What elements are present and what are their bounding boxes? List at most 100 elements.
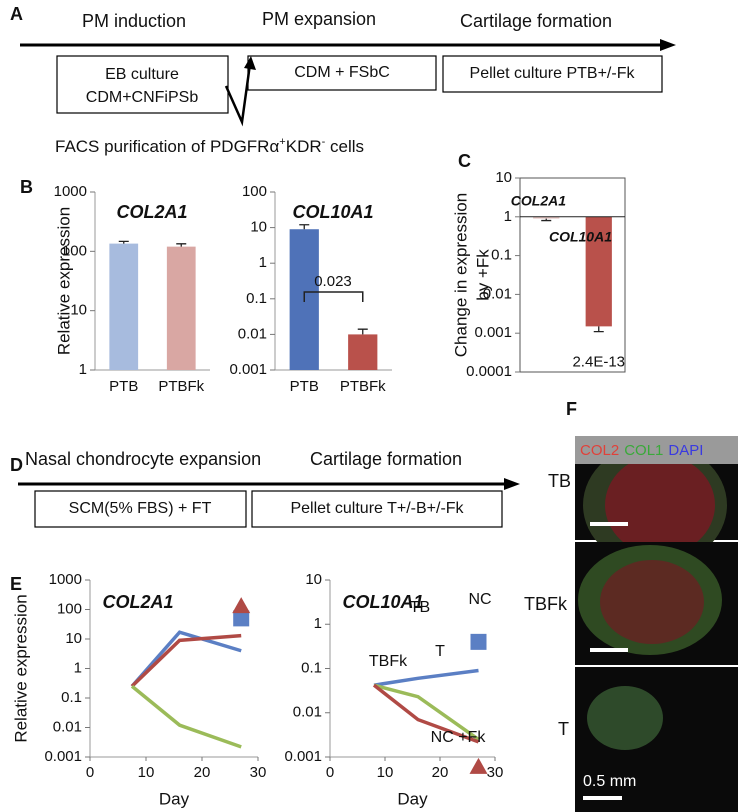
step-text: Pellet culture PTB+/-Fk	[470, 65, 636, 82]
chart-title: COL2A1	[102, 592, 173, 612]
y-tick-label: 0.01	[53, 718, 82, 735]
marker	[470, 633, 487, 650]
panel-label: F	[566, 399, 577, 419]
y-tick-label: 1	[504, 208, 512, 225]
y-tick-label: 100	[57, 600, 82, 617]
y-tick-label: 0.0001	[466, 363, 512, 380]
x-tick-label: PTBFk	[158, 378, 204, 395]
bar	[533, 216, 560, 219]
marker	[469, 757, 488, 774]
marker	[233, 610, 250, 627]
x-tick-label: 30	[487, 764, 504, 781]
y-tick-label: 100	[242, 183, 267, 200]
y-tick-label: 10	[305, 571, 322, 588]
y-axis-label: Relative expression	[54, 207, 73, 355]
y-tick-label: 0.001	[44, 748, 82, 765]
bar	[348, 334, 378, 370]
y-tick-label: 0.1	[246, 290, 267, 307]
bar	[585, 216, 612, 327]
series-line	[373, 668, 479, 687]
facs-note: FACS purification of PDGFRα+KDR- cells	[55, 136, 364, 157]
error-bar	[118, 240, 129, 244]
category-label: COL2A1	[511, 193, 566, 209]
y-tick-label: 0.001	[284, 748, 322, 765]
series-label: TB	[410, 599, 430, 616]
series-line	[130, 630, 242, 688]
plot-frame	[519, 177, 626, 373]
step-box	[442, 55, 663, 93]
panel-label: A	[10, 4, 23, 24]
x-tick-label: 10	[377, 764, 394, 781]
y-tick-label: 10	[65, 630, 82, 647]
note-part: -	[322, 136, 326, 148]
series-label: NC	[468, 591, 491, 608]
chart-title: COL10A1	[342, 592, 423, 612]
stage: PM expansion	[262, 9, 376, 29]
step-box	[34, 490, 247, 528]
channel-name: COL1	[624, 442, 663, 459]
x-tick-label: PTB	[109, 378, 138, 395]
x-tick-label: 0	[326, 764, 334, 781]
x-tick-label: 30	[250, 764, 267, 781]
note-part: +	[279, 136, 285, 148]
channel-header	[575, 436, 738, 464]
series-label: TBFk	[369, 653, 408, 670]
stage: Nasal chondrocyte expansion	[25, 449, 261, 469]
stage: Cartilage formation	[310, 449, 462, 469]
condition-label: T	[558, 719, 569, 739]
y-tick-label: 0.01	[238, 325, 267, 342]
step-box	[56, 55, 229, 114]
note-part: cells	[325, 137, 364, 156]
arrow-head	[244, 56, 256, 70]
step-text: CDM + FSbC	[294, 64, 390, 81]
x-axis-label: Day	[159, 789, 190, 808]
y-tick-label: 1	[79, 361, 87, 378]
y-tick-label: 1	[314, 615, 322, 632]
x-tick-label: PTB	[290, 378, 319, 395]
channel-legend: COL2 COL1 DAPI	[580, 442, 703, 459]
x-tick-label: 0	[86, 764, 94, 781]
step-box	[251, 490, 503, 528]
x-axis-label: Day	[397, 789, 428, 808]
error-bar	[357, 328, 368, 335]
x-tick-label: PTBFk	[340, 378, 386, 395]
series-label: NC +Fk	[431, 729, 487, 746]
y-tick-label: 1000	[49, 571, 82, 588]
y-axis-label: by +Fk	[473, 249, 492, 301]
y-tick-label: 0.001	[229, 361, 267, 378]
panel-label: E	[10, 574, 22, 594]
y-tick-label: 10	[495, 169, 512, 186]
x-tick-label: 20	[194, 764, 211, 781]
series-line	[373, 683, 480, 741]
p-value: 2.4E-13	[572, 353, 625, 370]
tissue	[587, 686, 663, 750]
chart-title: COL10A1	[292, 202, 373, 222]
y-axis-label: Relative expression	[11, 594, 30, 742]
y-tick-label: 0.1	[61, 689, 82, 706]
arrow-head	[660, 39, 676, 51]
error-bar	[176, 243, 187, 247]
condition-label: TB	[548, 471, 571, 491]
tissue	[605, 455, 715, 555]
error-bar	[593, 326, 604, 333]
panel-label: D	[10, 455, 23, 475]
bar	[109, 243, 139, 370]
step-box	[247, 55, 437, 91]
y-tick-label: 0.01	[483, 285, 512, 302]
step-text: CDM+CNFiPSb	[86, 89, 199, 106]
series-label: T	[435, 643, 445, 660]
panel-label: B	[20, 177, 33, 197]
stage: PM induction	[82, 11, 186, 31]
y-tick-label: 1000	[54, 183, 87, 200]
y-tick-label: 10	[250, 219, 267, 236]
chart-title: COL2A1	[116, 202, 187, 222]
y-axis-label: Change in expression	[451, 193, 470, 357]
y-tick-label: 0.1	[301, 659, 322, 676]
y-tick-label: 0.001	[474, 324, 512, 341]
note-part: FACS purification of PDGFRα	[55, 137, 279, 156]
category-label: COL10A1	[549, 229, 612, 245]
y-tick-label: 1	[74, 659, 82, 676]
sort-arrow	[224, 63, 252, 127]
bar	[166, 246, 196, 370]
